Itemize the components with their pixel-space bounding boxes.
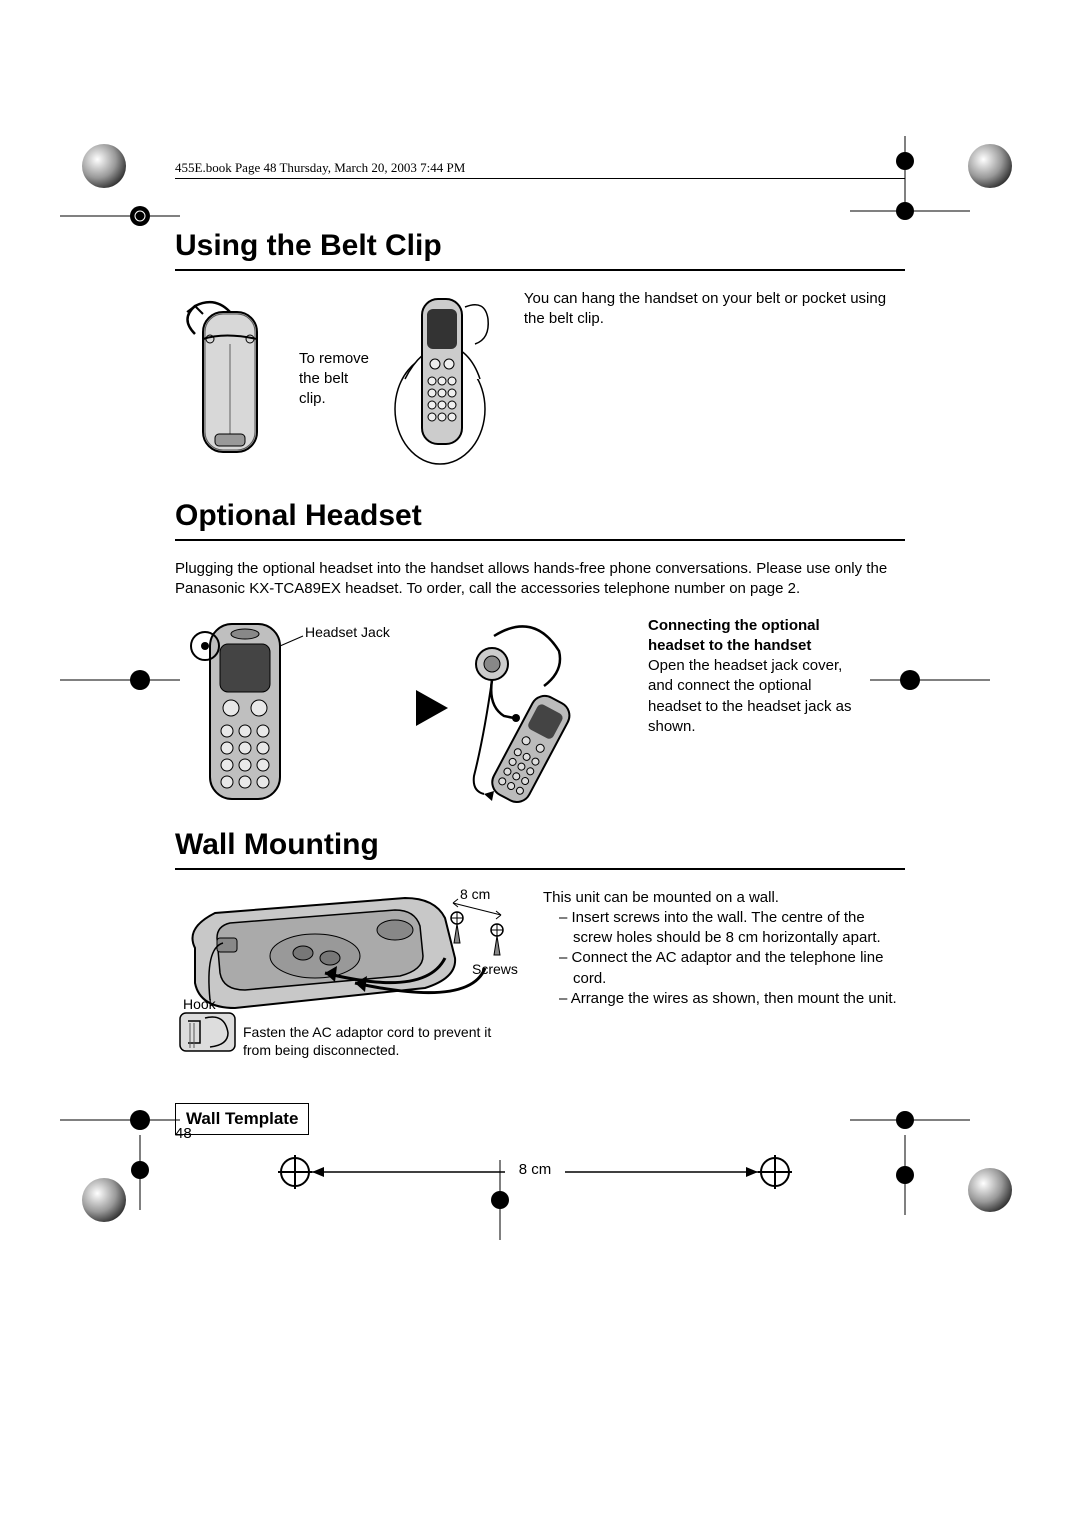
wall-intro: This unit can be mounted on a wall. — [543, 888, 905, 908]
belt-clip-figure-2 — [390, 289, 500, 469]
label-headset-jack: Headset Jack — [305, 624, 390, 640]
template-distance: 8 cm — [519, 1161, 552, 1178]
belt-clip-figure-1 — [175, 289, 285, 469]
section-title-wall: Wall Mounting — [175, 828, 905, 870]
wall-step: Connect the AC adaptor and the telephone… — [559, 948, 905, 989]
label-hook: Hook — [183, 996, 216, 1012]
page-number: 48 — [175, 1125, 192, 1142]
crop-mark-icon — [74, 1170, 154, 1250]
wall-template-title: Wall Template — [175, 1103, 309, 1135]
label-8cm: 8 cm — [460, 886, 490, 902]
wall-figure: 8 cm Screws Hook Fasten the AC adaptor c… — [175, 888, 515, 1083]
crop-mark-icon — [60, 186, 180, 246]
wall-fasten-note: Fasten the AC adaptor cord to prevent it… — [243, 1023, 508, 1059]
headset-figure-headset — [464, 616, 634, 806]
headset-sub-body: Open the headset jack cover, and connect… — [648, 656, 858, 737]
headset-intro: Plugging the optional headset into the h… — [175, 559, 905, 600]
section-title-belt: Using the Belt Clip — [175, 229, 905, 271]
wall-steps-list: Insert screws into the wall. The centre … — [543, 908, 905, 1009]
wall-step: Arrange the wires as shown, then mount t… — [559, 989, 905, 1009]
arrow-icon — [414, 688, 450, 733]
belt-caption: To remove the belt clip. — [299, 349, 376, 410]
wall-step: Insert screws into the wall. The centre … — [559, 908, 905, 949]
belt-body: You can hang the handset on your belt or… — [524, 289, 905, 469]
headset-sub-title: Connecting the optional headset to the h… — [648, 616, 858, 657]
headset-figure-handset: Headset Jack — [175, 616, 305, 806]
label-screws: Screws — [472, 961, 518, 977]
page-header: 455E.book Page 48 Thursday, March 20, 20… — [175, 160, 905, 179]
section-title-headset: Optional Headset — [175, 499, 905, 541]
wall-template-ruler: 8 cm — [275, 1147, 795, 1197]
crop-mark-icon — [60, 650, 180, 710]
